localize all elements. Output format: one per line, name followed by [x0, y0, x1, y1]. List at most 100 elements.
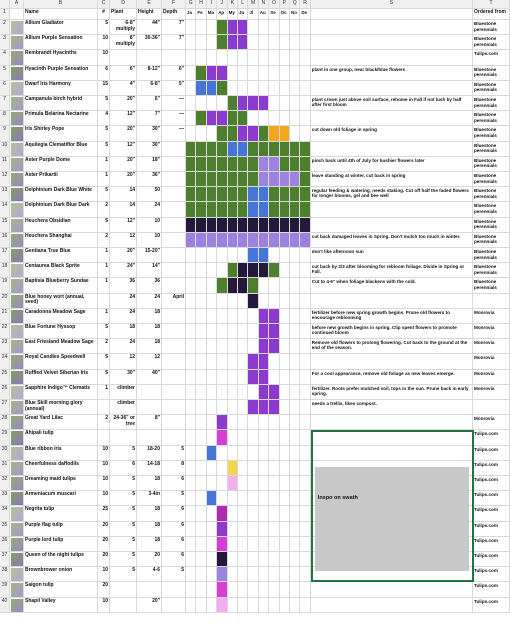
height-cell: 10	[137, 217, 162, 233]
month-cell	[217, 567, 228, 583]
name-cell: Baptisia Blueberry Sundae	[24, 278, 98, 294]
month-cell	[217, 597, 228, 613]
month-header: De	[300, 9, 311, 20]
month-cell	[186, 536, 197, 552]
month-cell	[186, 80, 197, 96]
count-cell: 1	[98, 172, 110, 188]
month-cell	[300, 415, 311, 431]
plant-thumbnail	[11, 477, 23, 491]
plant-cell: 20"	[110, 172, 137, 188]
month-cell	[248, 187, 259, 203]
month-cell	[290, 308, 301, 324]
month-cell	[217, 20, 228, 36]
month-cell	[248, 567, 259, 583]
image-cell	[10, 521, 24, 537]
month-cell	[248, 476, 259, 492]
count-cell: 1	[98, 308, 110, 324]
row-number: 40	[0, 597, 10, 613]
plant-thumbnail	[11, 507, 23, 521]
notes-cell: before new growth begins in spring. Clip…	[310, 324, 473, 340]
month-cell	[258, 582, 270, 598]
month-cell	[279, 187, 290, 203]
ordered-cell: Bluestone perennials	[473, 202, 510, 218]
name-cell: Aster Prikartii	[24, 172, 98, 188]
column-letter: I	[206, 0, 218, 9]
month-cell	[217, 156, 228, 172]
month-cell	[269, 35, 280, 51]
month-cell	[300, 430, 311, 446]
row-number: 30	[0, 445, 10, 461]
month-cell	[248, 111, 259, 127]
month-cell	[217, 369, 228, 385]
month-cell	[279, 521, 290, 537]
month-cell	[258, 460, 270, 476]
ordered-cell: Monrovia	[473, 324, 510, 340]
month-cell	[258, 339, 270, 355]
month-cell	[217, 400, 228, 416]
month-cell	[248, 521, 259, 537]
notes-cell	[310, 141, 473, 157]
month-cell	[248, 324, 259, 340]
month-cell	[290, 369, 301, 385]
height-cell: 12	[137, 354, 162, 370]
month-cell	[258, 400, 270, 416]
month-cell	[248, 293, 259, 309]
notes-cell: plant crown just above soil surface, reh…	[310, 96, 473, 112]
month-cell	[196, 597, 207, 613]
plant-thumbnail	[11, 537, 23, 551]
depth-cell	[162, 339, 186, 355]
cell-selection[interactable]	[310, 430, 474, 583]
month-cell	[227, 187, 238, 203]
month-cell	[300, 156, 311, 172]
column-letter: M	[248, 0, 259, 9]
month-cell	[279, 50, 290, 66]
month-cell	[290, 491, 301, 507]
month-cell	[217, 384, 228, 400]
ordered-cell: Monrovia	[473, 384, 510, 400]
month-cell	[300, 263, 311, 279]
month-cell	[238, 217, 249, 233]
image-cell	[10, 552, 24, 568]
month-cell	[258, 248, 270, 264]
month-cell	[238, 187, 249, 203]
month-cell	[186, 50, 197, 66]
notes-cell: For a cool appearance, remove old foliag…	[310, 369, 473, 385]
month-header: Ap	[217, 9, 228, 20]
month-cell	[186, 248, 197, 264]
month-cell	[186, 111, 197, 127]
row-number: 38	[0, 567, 10, 583]
plant-thumbnail	[11, 385, 23, 399]
month-cell	[238, 20, 249, 36]
count-cell: 4	[98, 111, 110, 127]
plant-cell	[110, 50, 137, 66]
month-cell	[269, 156, 280, 172]
month-cell	[227, 400, 238, 416]
depth-cell	[162, 278, 186, 294]
plant-thumbnail	[11, 492, 23, 506]
header-cell: Depth	[162, 9, 186, 20]
count-cell: 5	[98, 217, 110, 233]
month-cell	[186, 430, 197, 446]
image-cell	[10, 248, 24, 264]
month-cell	[206, 156, 218, 172]
column-letter: H	[196, 0, 207, 9]
selected-shape[interactable]	[314, 466, 469, 572]
month-cell	[279, 460, 290, 476]
name-cell: Aquilegia Clematiflor Blue	[24, 141, 98, 157]
month-cell	[269, 354, 280, 370]
image-cell	[10, 278, 24, 294]
month-cell	[217, 354, 228, 370]
plant-thumbnail	[11, 553, 23, 567]
month-cell	[227, 460, 238, 476]
plant-thumbnail	[11, 173, 23, 187]
month-cell	[290, 232, 301, 248]
month-cell	[248, 536, 259, 552]
month-cell	[186, 324, 197, 340]
height-cell: 15-20"	[137, 248, 162, 264]
month-cell	[300, 50, 311, 66]
month-cell	[269, 96, 280, 112]
name-cell: Heuchera Shanghai	[24, 232, 98, 248]
row-number: 6	[0, 80, 10, 96]
depth-cell	[162, 248, 186, 264]
month-header: Au	[258, 9, 270, 20]
